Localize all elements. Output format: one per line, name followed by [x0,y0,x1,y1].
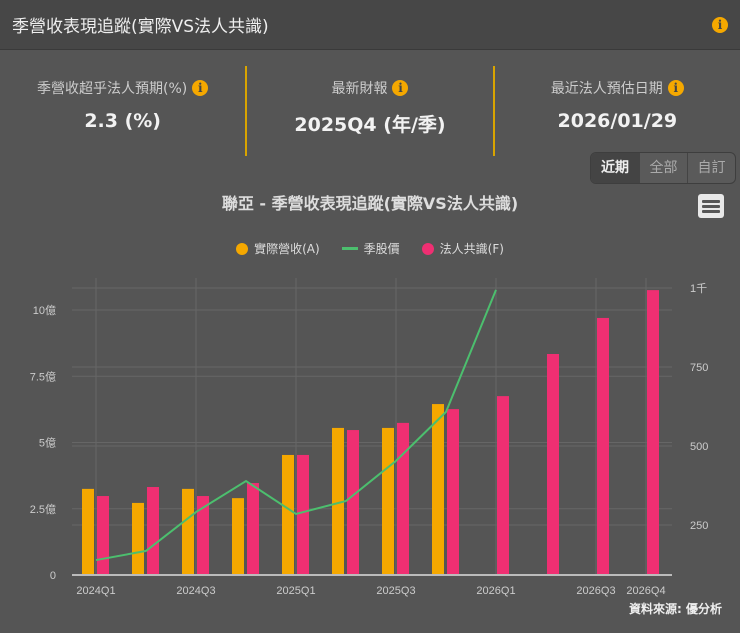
stat-value: 2.3 (%) [84,110,161,132]
legend-actual[interactable]: 實際營收(A) [236,240,320,257]
chart-title: 聯亞 - 季營收表現追蹤(實際VS法人共識) [221,194,519,213]
legend-consensus[interactable]: 法人共識(F) [421,240,504,257]
left-tick-label: 10億 [33,304,56,317]
stat-label: 最近法人預估日期 [550,81,663,97]
left-tick-label: 5億 [39,437,56,450]
x-tick-label: 2026Q3 [576,585,615,597]
bar-consensus [647,290,659,575]
bar-consensus [147,487,159,575]
legend-label: 實際營收(A) [254,242,320,256]
bar-consensus [497,396,509,575]
stat-latest-report: 最新財報 i 2025Q4 (年/季) [245,66,492,156]
stats-row: 季營收超乎法人預期(%) i 2.3 (%) 最新財報 i 2025Q4 (年/季)… [0,66,740,156]
bar-consensus [597,317,609,575]
panel-header: 季營收表現追蹤(實際VS法人共識) i [0,0,740,50]
panel-title: 季營收表現追蹤(實際VS法人共識) [12,17,269,37]
left-tick-label: 2.5億 [30,503,56,516]
x-tick-label: 2026Q4 [626,585,665,597]
bar-actual [332,427,344,575]
right-tick-label: 1千 [690,282,707,295]
range-selector: 近期 全部 自訂 [590,152,736,184]
range-recent-button[interactable]: 近期 [591,153,639,183]
chart-menu-icon[interactable] [698,194,724,218]
bar-actual [182,488,194,575]
bar-actual [432,404,444,575]
stat-label: 季營收超乎法人預期(%) [37,81,188,97]
legend-label: 季股價 [363,242,400,256]
line-icon [341,247,358,250]
info-icon[interactable]: i [392,80,409,96]
range-custom-button[interactable]: 自訂 [687,153,735,183]
stat-estimate-date: 最近法人預估日期 i 2026/01/29 [492,66,740,156]
price-line [95,289,497,562]
bar-actual [82,488,94,575]
left-tick-label: 7.5億 [30,370,56,383]
legend-label: 法人共識(F) [439,242,504,256]
stat-value: 2026/01/29 [557,110,678,132]
bar-consensus [97,496,109,575]
right-tick-label: 750 [690,362,708,374]
info-icon[interactable]: i [667,80,684,96]
stat-label: 最新財報 [331,81,388,97]
x-tick-label: 2026Q1 [476,585,515,597]
x-tick-label: 2025Q1 [276,585,315,597]
bar-actual [282,454,294,575]
bar-actual [132,502,144,575]
bar-actual [382,427,394,575]
info-icon[interactable]: i [712,16,728,33]
chart-legend: 實際營收(A) 季股價 法人共識(F) [0,240,740,257]
right-tick-label: 250 [690,520,708,532]
data-source: 資料來源: 優分析 [629,602,722,616]
bar-consensus [447,409,459,575]
range-all-button[interactable]: 全部 [639,153,687,183]
circle-icon [236,242,249,255]
bar-actual [232,498,244,575]
left-tick-label: 0 [50,570,56,582]
stat-value: 2025Q4 (年/季) [294,114,446,136]
x-tick-label: 2024Q3 [176,585,215,597]
stat-beat-pct: 季營收超乎法人預期(%) i 2.3 (%) [0,66,245,156]
bar-consensus [547,353,559,575]
legend-price[interactable]: 季股價 [341,240,400,257]
x-tick-label: 2025Q3 [376,585,415,597]
bar-consensus [247,483,259,575]
bar-consensus [347,430,359,575]
info-icon[interactable]: i [192,80,209,96]
bar-consensus [297,454,309,575]
circle-icon [421,242,434,255]
bar-consensus [397,422,409,575]
x-tick-label: 2024Q1 [76,585,115,597]
right-tick-label: 500 [690,441,708,453]
bar-consensus [197,496,209,575]
